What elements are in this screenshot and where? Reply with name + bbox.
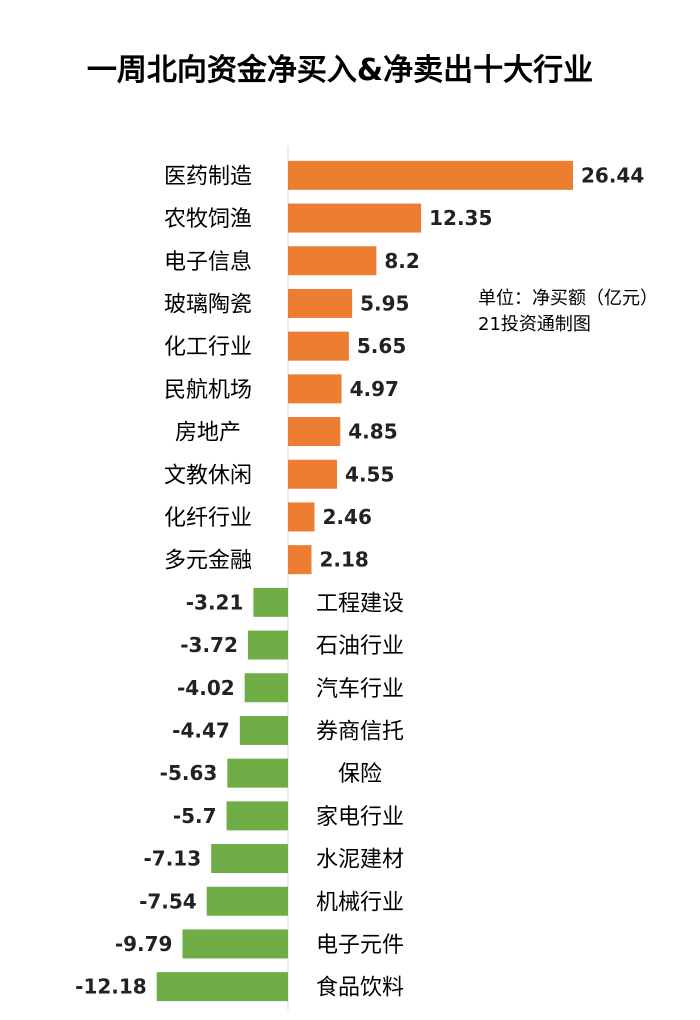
bar-医药制造 — [288, 160, 573, 190]
category-label: 玻璃陶瓷 — [164, 292, 252, 317]
bars: 医药制造 26.44 农牧饲渔 12.35 电子信息 8.2 玻璃陶瓷 5.95 化工行业 5.6… — [75, 160, 644, 1002]
category-label: 电子元件 — [316, 933, 404, 958]
bar-房地产 — [288, 417, 341, 447]
value-label: 2.46 — [323, 505, 372, 529]
value-label: -7.54 — [139, 889, 197, 913]
value-label: -5.7 — [173, 804, 217, 828]
category-label: 机械行业 — [316, 890, 404, 915]
category-label: 食品饮料 — [316, 976, 404, 1001]
value-label: 4.55 — [345, 462, 394, 486]
category-label: 民航机场 — [164, 378, 252, 403]
value-label: -5.63 — [160, 761, 218, 785]
bar-农牧饲渔 — [288, 203, 422, 233]
bar-化纤行业 — [288, 502, 315, 532]
value-label: -7.13 — [143, 847, 201, 871]
category-label: 化工行业 — [164, 335, 252, 360]
bar-化工行业 — [288, 331, 349, 361]
value-label: 2.18 — [319, 548, 368, 572]
bar-玻璃陶瓷 — [288, 288, 353, 318]
bar-券商信托 — [239, 715, 288, 745]
category-label: 电子信息 — [164, 250, 252, 275]
category-label: 水泥建材 — [316, 848, 404, 873]
category-label: 文教休闲 — [164, 463, 252, 488]
bar-保险 — [227, 758, 288, 788]
chart-title: 一周北向资金净买入&净卖出十大行业 — [87, 53, 593, 88]
value-label: 8.2 — [384, 249, 419, 273]
category-label: 医药制造 — [164, 164, 252, 189]
value-label: -3.72 — [180, 633, 238, 657]
category-label: 家电行业 — [316, 805, 404, 830]
unit-note: 单位：净买额（亿元） — [478, 288, 658, 309]
bar-食品饮料 — [156, 972, 288, 1002]
category-label: 工程建设 — [316, 591, 404, 616]
value-label: 26.44 — [581, 163, 644, 187]
value-label: -3.21 — [186, 590, 244, 614]
bar-工程建设 — [253, 587, 288, 617]
value-label: 5.95 — [360, 291, 409, 315]
category-label: 多元金融 — [164, 549, 252, 574]
value-label: -4.47 — [172, 718, 230, 742]
bar-电子信息 — [288, 246, 377, 276]
bar-水泥建材 — [211, 844, 288, 874]
bar-多元金融 — [288, 545, 312, 575]
category-label: 化纤行业 — [164, 506, 252, 531]
category-label: 保险 — [338, 762, 382, 787]
value-label: 4.97 — [350, 377, 399, 401]
category-label: 农牧饲渔 — [164, 207, 252, 232]
value-label: 5.65 — [357, 334, 406, 358]
value-label: -9.79 — [115, 932, 173, 956]
value-label: 4.85 — [348, 420, 397, 444]
source-note: 21投资通制图 — [478, 314, 591, 335]
category-label: 石油行业 — [316, 634, 404, 659]
value-label: 12.35 — [429, 206, 492, 230]
bar-民航机场 — [288, 374, 342, 404]
bar-机械行业 — [206, 886, 288, 916]
bar-汽车行业 — [244, 673, 288, 703]
value-label: -12.18 — [75, 975, 147, 999]
bar-电子元件 — [182, 929, 288, 959]
category-label: 汽车行业 — [316, 677, 404, 702]
bar-石油行业 — [247, 630, 288, 660]
category-label: 房地产 — [175, 421, 241, 446]
bar-文教休闲 — [288, 459, 338, 489]
category-label: 券商信托 — [316, 719, 404, 744]
bar-家电行业 — [226, 801, 288, 831]
value-label: -4.02 — [177, 676, 235, 700]
